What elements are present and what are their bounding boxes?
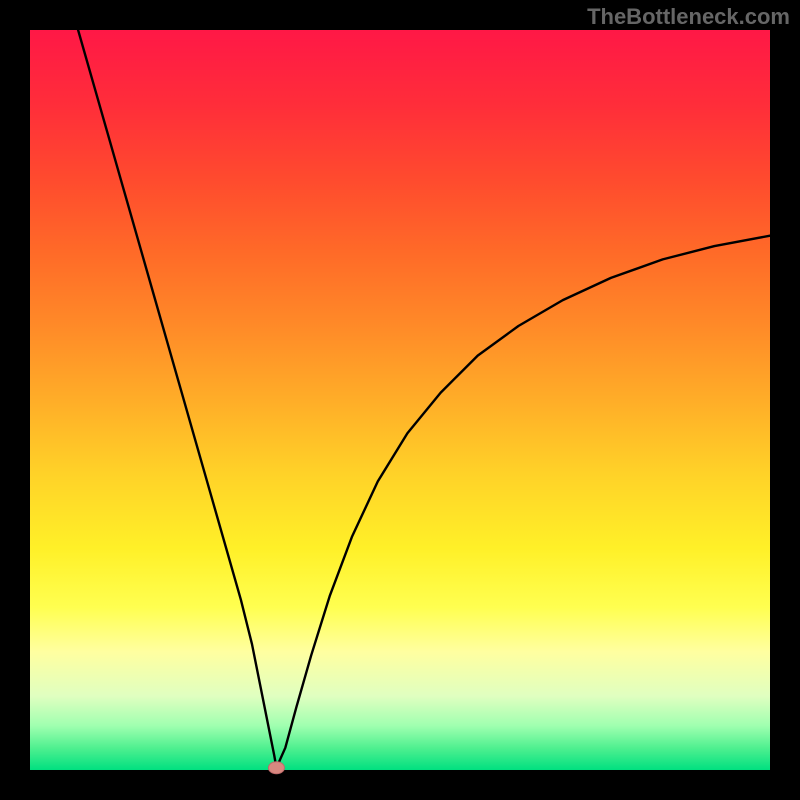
minimum-marker xyxy=(268,762,284,774)
plot-background xyxy=(30,30,770,770)
chart-svg xyxy=(0,0,800,800)
watermark-text: TheBottleneck.com xyxy=(587,4,790,30)
bottleneck-chart: TheBottleneck.com xyxy=(0,0,800,800)
